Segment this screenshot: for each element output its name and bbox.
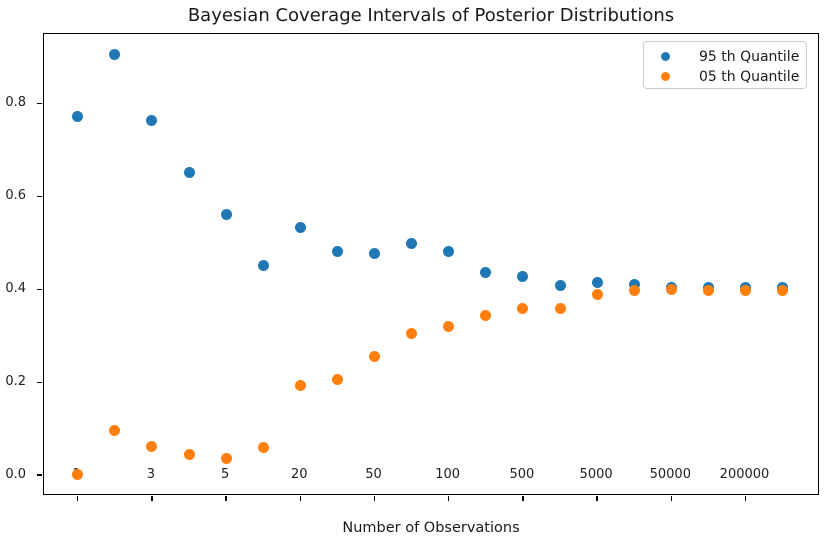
y-axis-tick bbox=[37, 288, 43, 291]
plot-area: 95 th Quantile 05 th Quantile bbox=[37, 33, 819, 501]
y-axis-tick-label: 0.2 bbox=[5, 373, 26, 389]
x-axis-tick-label: 200000 bbox=[719, 467, 770, 482]
legend-label-05th: 05 th Quantile bbox=[699, 68, 800, 85]
data-point-05th bbox=[257, 442, 269, 454]
x-axis-tick bbox=[373, 495, 376, 501]
y-axis-tick-label: 0.6 bbox=[5, 188, 26, 203]
data-point-95th bbox=[257, 260, 269, 272]
data-point-05th bbox=[591, 288, 603, 300]
y-axis-tick bbox=[37, 474, 43, 476]
data-point-05th bbox=[480, 310, 492, 322]
data-point-95th bbox=[109, 49, 121, 61]
legend-marker-95th-icon bbox=[661, 52, 670, 61]
y-axis-tick bbox=[37, 102, 43, 105]
data-point-05th bbox=[517, 302, 529, 314]
data-point-95th bbox=[443, 246, 455, 258]
x-axis-tick bbox=[744, 495, 747, 501]
data-point-95th bbox=[183, 166, 195, 178]
x-axis-tick-label: 3 bbox=[146, 467, 156, 482]
data-point-05th bbox=[702, 285, 714, 297]
y-axis-tick bbox=[37, 381, 43, 383]
legend: 95 th Quantile 05 th Quantile bbox=[643, 41, 807, 89]
data-point-05th bbox=[740, 285, 751, 297]
y-axis-tick-label: 0.0 bbox=[5, 466, 26, 482]
y-axis-tick bbox=[37, 195, 43, 198]
data-point-05th bbox=[220, 452, 232, 464]
data-point-95th bbox=[220, 208, 232, 220]
x-axis-tick-label: 5 bbox=[220, 467, 230, 482]
data-point-95th bbox=[406, 238, 418, 250]
y-axis-tick-label: 0.8 bbox=[5, 95, 26, 111]
x-axis-tick bbox=[670, 495, 672, 501]
data-point-95th bbox=[331, 245, 343, 257]
legend-label-95th: 95 th Quantile bbox=[699, 48, 800, 65]
data-point-95th bbox=[591, 277, 603, 289]
x-axis-tick-label: 50000 bbox=[649, 467, 691, 482]
x-axis-tick-label: 100 bbox=[435, 467, 461, 482]
x-axis-tick bbox=[448, 495, 450, 501]
legend-item-95th-quantile: 95 th Quantile bbox=[661, 47, 806, 66]
data-point-95th bbox=[517, 270, 529, 282]
legend-item-05th-quantile: 05 th Quantile bbox=[661, 67, 806, 86]
chart-title: Bayesian Coverage Intervals of Posterior… bbox=[187, 5, 675, 26]
data-point-05th bbox=[109, 425, 121, 437]
x-axis-tick bbox=[77, 495, 79, 501]
data-point-05th bbox=[369, 351, 380, 363]
x-axis-tick-label: 500 bbox=[509, 467, 535, 482]
data-point-95th bbox=[480, 267, 492, 279]
x-axis-tick-label: 5000 bbox=[579, 467, 613, 482]
x-axis-tick bbox=[225, 495, 227, 501]
data-point-05th bbox=[406, 327, 418, 339]
data-point-05th bbox=[554, 303, 566, 315]
data-point-95th bbox=[554, 280, 566, 292]
data-point-05th bbox=[294, 379, 306, 391]
data-point-95th bbox=[146, 114, 158, 126]
x-axis-tick bbox=[522, 495, 524, 501]
data-point-05th bbox=[72, 469, 84, 481]
data-point-95th bbox=[369, 248, 380, 260]
x-axis-tick-label: 50 bbox=[365, 467, 382, 482]
x-axis-label: Number of Observations bbox=[342, 520, 520, 536]
x-axis-tick-label: 20 bbox=[291, 467, 308, 482]
data-point-05th bbox=[183, 448, 195, 460]
data-point-05th bbox=[628, 285, 640, 297]
y-axis-tick-label: 0.4 bbox=[5, 280, 26, 296]
data-point-05th bbox=[331, 374, 343, 386]
x-axis-tick bbox=[299, 495, 301, 501]
x-axis-tick bbox=[151, 495, 153, 501]
data-point-95th bbox=[628, 279, 640, 291]
data-point-05th bbox=[777, 285, 789, 297]
data-point-05th bbox=[665, 284, 677, 296]
data-point-05th bbox=[146, 440, 158, 452]
data-point-95th bbox=[72, 111, 84, 123]
data-point-05th bbox=[443, 320, 455, 332]
legend-marker-05th-icon bbox=[661, 72, 670, 81]
x-axis-tick bbox=[596, 495, 598, 501]
data-point-95th bbox=[294, 222, 306, 234]
